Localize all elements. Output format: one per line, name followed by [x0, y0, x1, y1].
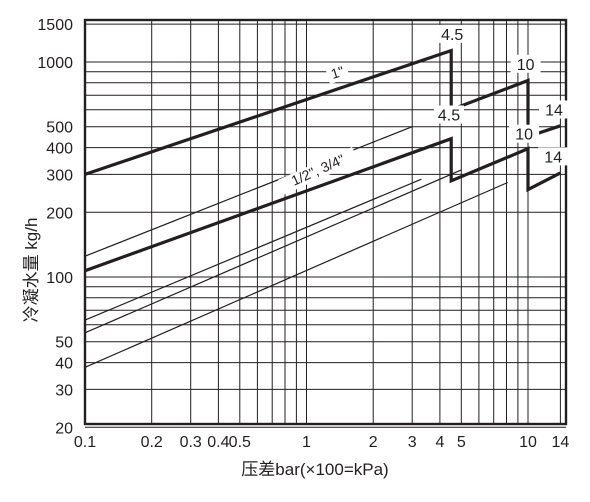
y-tick-label: 300 [46, 167, 73, 184]
y-axis-title: 冷凝水量 kg/h [22, 218, 41, 323]
pressure-limit-label: 4.5 [438, 108, 460, 125]
annotation-bg [510, 54, 541, 73]
pressure-limit-labels: 4.5 10 14 4.5 10 14 [434, 24, 569, 166]
pressure-limit-label: 4.5 [441, 27, 463, 44]
x-axis-title: 压差bar(×100=kPa) [241, 460, 388, 479]
y-tick-label: 30 [55, 382, 73, 399]
capacity-line-thin [84, 181, 508, 368]
annotation-bg [434, 105, 464, 124]
x-tick-label: 0.2 [141, 434, 163, 451]
pressure-limit-label: 10 [515, 127, 533, 144]
size-label-bg [278, 146, 359, 195]
x-tick-label: 2 [369, 434, 378, 451]
y-tick-label: 1000 [37, 55, 73, 72]
x-tick-label: 5 [457, 434, 466, 451]
pressure-limit-label: 14 [545, 103, 563, 120]
x-tick-label: 0.1 [74, 434, 96, 451]
x-tick-label: 14 [552, 434, 570, 451]
y-tick-label: 500 [46, 120, 73, 137]
plot-frame [83, 18, 568, 426]
x-tick-labels: 0.1 0.2 0.3 0.4 0.5 1 2 3 4 5 10 14 [74, 434, 570, 451]
annotation-bg [539, 100, 569, 119]
annotation-bg [509, 124, 540, 143]
annotation-bg [437, 24, 468, 43]
capacity-line-thin [84, 126, 413, 257]
y-tick-label: 1500 [37, 17, 73, 34]
x-tick-label: 0.5 [229, 434, 251, 451]
x-tick-label: 3 [408, 434, 417, 451]
capacity-line-thin [84, 169, 462, 334]
y-tick-label: 40 [55, 356, 73, 373]
y-tick-label: 50 [55, 335, 73, 352]
size-label: 1" [329, 63, 346, 82]
capacity-curve [84, 136, 562, 273]
y-tick-label: 20 [55, 420, 73, 437]
pressure-limit-label: 14 [544, 149, 562, 166]
x-tick-label: 4 [435, 434, 444, 451]
capacity-curve [84, 48, 561, 176]
x-tick-label: 1 [302, 434, 311, 451]
x-tick-label: 0.3 [180, 434, 202, 451]
series-lines [84, 48, 562, 368]
x-tick-label: 0.4 [207, 434, 229, 451]
size-label-bg [325, 62, 351, 85]
grid [84, 20, 566, 428]
annotation-bg [538, 147, 569, 166]
capacity-line-thin [84, 178, 422, 321]
pressure-limit-label: 10 [517, 57, 535, 74]
plot-border [83, 18, 568, 426]
x-tick-label: 10 [519, 434, 537, 451]
y-tick-label: 200 [46, 205, 73, 222]
y-tick-label: 400 [46, 141, 73, 158]
size-label-group: 1" [325, 62, 351, 85]
y-tick-labels: 20 30 40 50 100 200 300 400 500 1000 1500 [37, 17, 73, 437]
y-tick-label: 100 [46, 270, 73, 287]
